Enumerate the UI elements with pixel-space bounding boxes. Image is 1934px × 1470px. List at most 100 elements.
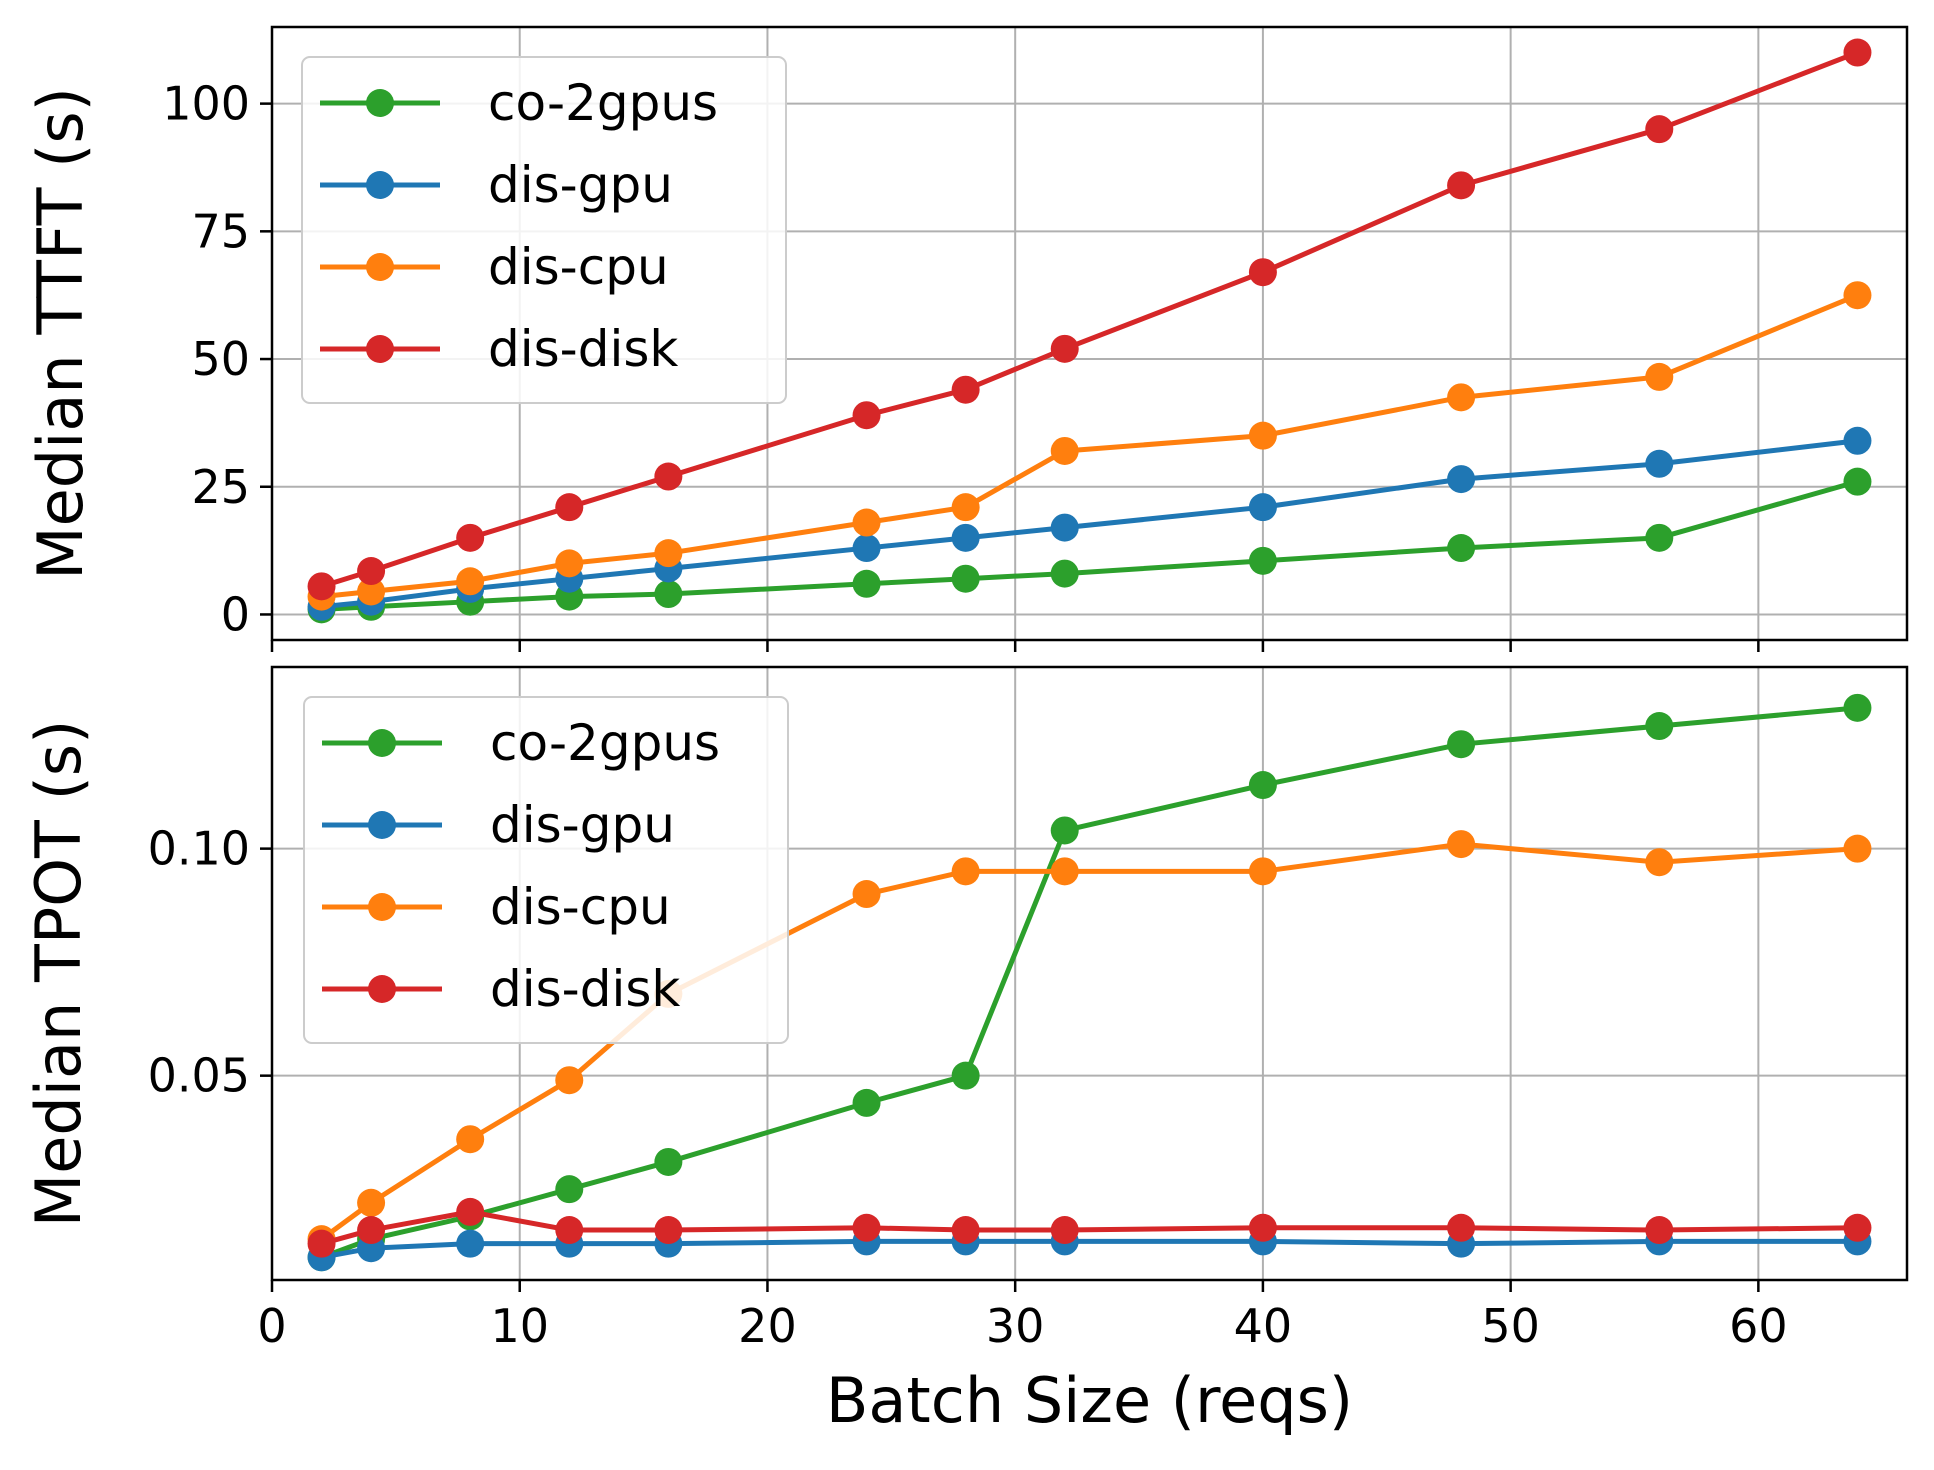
data-point-dis-cpu <box>1447 383 1476 412</box>
x-tick-label: 20 <box>738 1299 797 1353</box>
data-point-dis-disk <box>1050 334 1079 363</box>
legend-label-co-2gpus: co-2gpus <box>488 74 718 132</box>
legend-label-dis-gpu: dis-gpu <box>488 156 673 214</box>
y-tick-label: 0.05 <box>148 1049 250 1103</box>
plot-frame <box>270 665 1909 1282</box>
legend-marker-co-2gpus <box>368 729 396 757</box>
data-point-dis-cpu <box>1248 857 1277 886</box>
data-point-dis-gpu <box>1843 426 1872 455</box>
legend-marker-dis-gpu <box>366 171 394 199</box>
legend: co-2gpus dis-gpu dis-cpu dis-disk <box>301 56 787 404</box>
data-point-dis-cpu <box>654 539 683 568</box>
data-point-co-2gpus <box>1645 523 1674 552</box>
data-point-dis-cpu <box>1843 281 1872 310</box>
x-tick-label: 60 <box>1729 1299 1788 1353</box>
legend-label-dis-disk: dis-disk <box>488 320 678 378</box>
series-line-dis-cpu <box>320 841 1858 1242</box>
data-point-co-2gpus <box>1843 467 1872 496</box>
data-point-dis-disk <box>307 572 336 601</box>
series-line-co-2gpus <box>320 705 1858 1260</box>
series-line-dis-gpu <box>321 1238 1858 1260</box>
x-tick-label: 40 <box>1234 1299 1293 1353</box>
data-point-co-2gpus <box>852 1088 881 1117</box>
legend-label-dis-disk: dis-disk <box>490 960 680 1018</box>
data-point-dis-cpu <box>1843 834 1872 863</box>
legend-marker-co-2gpus <box>366 89 394 117</box>
data-point-dis-gpu <box>852 534 881 563</box>
data-point-co-2gpus <box>1050 559 1079 588</box>
legend-marker-dis-cpu <box>366 253 394 281</box>
data-point-co-2gpus <box>1050 816 1079 845</box>
plot-frame <box>270 25 1909 642</box>
legend-marker-dis-disk <box>368 975 396 1003</box>
data-point-co-2gpus <box>1248 546 1277 575</box>
legend-label-dis-cpu: dis-cpu <box>490 878 671 936</box>
y-axis-title: Median TPOT (s) <box>22 720 95 1228</box>
data-point-dis-cpu <box>1645 848 1674 877</box>
data-point-dis-cpu <box>951 857 980 886</box>
data-point-dis-disk <box>1843 38 1872 67</box>
data-point-dis-cpu <box>951 493 980 522</box>
data-point-dis-disk <box>1447 171 1476 200</box>
data-point-co-2gpus <box>1447 534 1476 563</box>
data-point-dis-disk <box>456 1197 485 1226</box>
y-tick-label: 100 <box>162 77 250 131</box>
data-point-dis-gpu <box>951 523 980 552</box>
data-point-dis-disk <box>1645 115 1674 144</box>
legend: co-2gpus dis-gpu dis-cpu dis-disk <box>303 696 789 1044</box>
legend-marker-dis-cpu <box>368 893 396 921</box>
data-point-dis-cpu <box>357 1188 386 1217</box>
data-point-dis-cpu <box>1645 362 1674 391</box>
data-point-co-2gpus <box>951 564 980 593</box>
data-point-co-2gpus <box>1447 730 1476 759</box>
panel-ttft: 0 25 50 75 100 co-2gpus dis-gpu dis-cpu dis-disk… <box>24 25 1909 652</box>
data-point-dis-cpu <box>852 880 881 909</box>
data-point-dis-cpu <box>1050 436 1079 465</box>
legend-label-dis-cpu: dis-cpu <box>488 238 669 296</box>
x-tick-label: 0 <box>257 1299 286 1353</box>
data-point-dis-gpu <box>1645 449 1674 478</box>
legend-marker-dis-gpu <box>368 811 396 839</box>
y-tick-label: 0.10 <box>148 822 250 876</box>
data-point-dis-disk <box>654 1216 683 1245</box>
data-point-dis-cpu <box>555 1066 584 1095</box>
data-point-dis-disk <box>951 1216 980 1245</box>
data-point-dis-cpu <box>456 1125 485 1154</box>
data-point-dis-disk <box>357 1216 386 1245</box>
x-tick-label: 10 <box>490 1299 549 1353</box>
data-point-co-2gpus <box>852 569 881 598</box>
series-line-co-2gpus <box>321 479 1859 612</box>
data-point-dis-cpu <box>456 567 485 596</box>
data-point-dis-disk <box>307 1229 336 1258</box>
data-point-dis-cpu <box>357 577 386 606</box>
data-point-dis-gpu <box>1447 465 1476 494</box>
data-point-co-2gpus <box>654 1147 683 1176</box>
x-tick-label: 50 <box>1481 1299 1540 1353</box>
y-tick-label: 25 <box>191 460 250 514</box>
series-line-dis-gpu <box>321 438 1858 610</box>
data-point-dis-gpu <box>1050 513 1079 542</box>
data-point-dis-disk <box>1843 1213 1872 1242</box>
data-point-dis-disk <box>555 1216 584 1245</box>
y-tick-label: 50 <box>191 332 250 386</box>
legend-box <box>301 56 787 404</box>
data-point-dis-cpu <box>852 508 881 537</box>
series-line-dis-cpu <box>321 292 1859 600</box>
data-point-dis-disk <box>1050 1216 1079 1245</box>
data-point-dis-disk <box>951 375 980 404</box>
data-point-co-2gpus <box>1843 693 1872 722</box>
data-point-dis-disk <box>555 493 584 522</box>
data-point-dis-cpu <box>1050 857 1079 886</box>
y-tick-label: 0 <box>221 587 250 641</box>
data-point-dis-disk <box>852 1213 881 1242</box>
data-point-dis-cpu <box>1447 830 1476 859</box>
data-point-dis-disk <box>1248 258 1277 287</box>
data-point-dis-disk <box>456 523 485 552</box>
series-line-dis-disk <box>320 50 1859 589</box>
data-point-dis-disk <box>357 557 386 586</box>
legend-box <box>303 696 789 1044</box>
data-point-co-2gpus <box>951 1061 980 1090</box>
x-axis-title: Batch Size (reqs) <box>826 1364 1353 1437</box>
